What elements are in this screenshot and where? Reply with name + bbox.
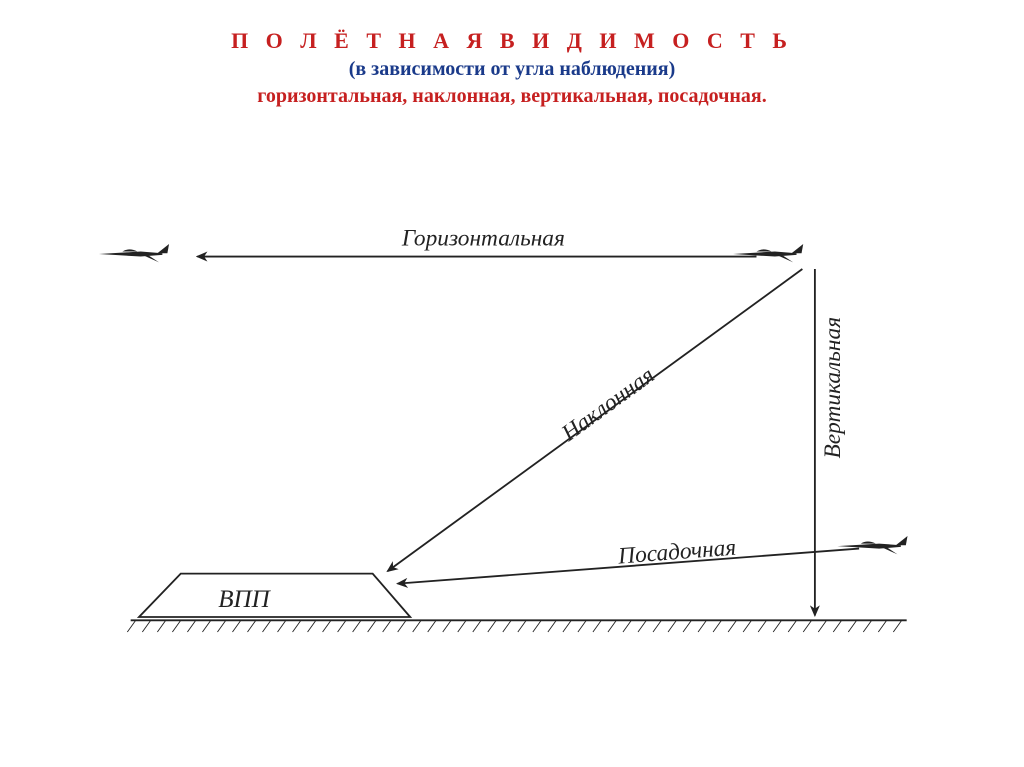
runway-label: ВПП [218,586,271,613]
runway-shape [139,574,410,617]
title-sub: (в зависимости от угла наблюдения) [0,58,1024,81]
label-horizontal: Горизонтальная [401,226,565,252]
label-inclined: Наклонная [556,362,659,447]
aircraft-icon [837,536,907,554]
aircraft-icon [99,244,169,262]
header: П О Л Ё Т Н А Я В И Д И М О С Т Ь (в зав… [0,0,1024,108]
label-landing: Посадочная [616,535,737,570]
label-vertical: Вертикальная [820,317,846,459]
title-main: П О Л Ё Т Н А Я В И Д И М О С Т Ь [0,28,1024,54]
aircraft-icon [733,244,803,262]
visibility-diagram: ВПП Горизонтальная Наклонная Посадочная Верт… [0,108,1024,748]
title-types: горизонтальная, наклонная, вертикальная,… [0,85,1024,108]
